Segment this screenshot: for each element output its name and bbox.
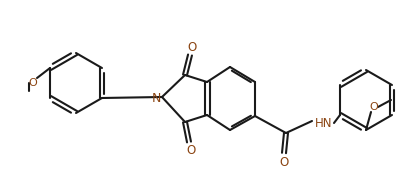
Text: HN: HN [315,117,333,130]
Text: O: O [370,102,378,112]
Text: O: O [28,78,38,88]
Text: O: O [186,144,196,157]
Text: O: O [279,156,289,169]
Text: O: O [188,41,197,53]
Text: N: N [151,92,161,105]
